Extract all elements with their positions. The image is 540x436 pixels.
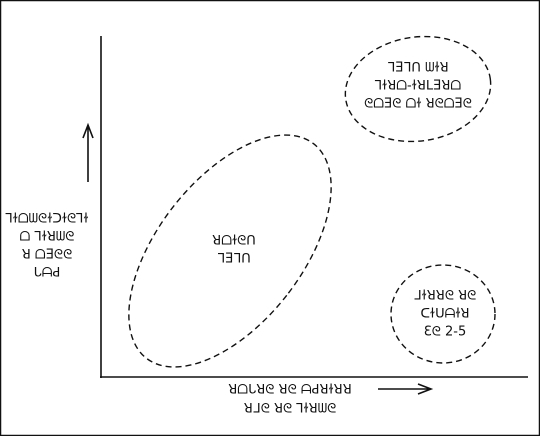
region-label: ᒣƎᒣᑎ ᗯɫꓤ ꓶɫꓤᗝ-ɫꓤᒪƎꓤᗝ ᘓᗝƎᘓ ᗝɫ ꓤᘓᗝƎᘓ bbox=[364, 61, 472, 112]
text-line: Ɛᘓ 2-5 bbox=[424, 325, 467, 340]
region-blob bbox=[128, 134, 332, 368]
x-axis-label: ꓤᗝᒐꓤᘓ ꓤᘓ ᗩꓒꓤɫꓤꓤ ꓤᒧᘓ ꓤᘓ ꓶɫꓤᗯᘓ bbox=[228, 383, 352, 417]
text-line: ꓶɫᗝᗯᘓɫᑐɫᘓꓶɫ bbox=[5, 212, 88, 227]
region-label: ᒧɫꓤꓤᘓ ꓤᘓ ᑕɫᑌᗩɫꓤ Ɛᘓ 2-5 bbox=[414, 289, 477, 340]
text-line: ꓤ ᗝƎᘓᘓ bbox=[22, 248, 72, 263]
text-line: ᒧɫꓤꓤᘓ ꓤᘓ bbox=[414, 289, 477, 304]
text-line: ꓤᗝɫᘓᑎ bbox=[212, 234, 256, 249]
text-line: ᗝ ꓶɫꓤᗯᘓ bbox=[20, 230, 75, 245]
x-arrow bbox=[378, 383, 434, 395]
text-line: ᒣƎᒣᑎ ᗯɫꓤ bbox=[387, 61, 448, 76]
text-line: ᒐᗩꓒ bbox=[34, 266, 61, 281]
text-line: ᑕɫᑌᗩɫꓤ bbox=[420, 307, 469, 322]
text-line: ᒣƎᒣᑎ bbox=[217, 252, 251, 267]
text-line: ꓤᒧᘓ ꓤᘓ ꓶɫꓤᗯᘓ bbox=[244, 402, 337, 417]
text-line: ꓤᗝᒐꓤᘓ ꓤᘓ ᗩꓒꓤɫꓤꓤ bbox=[228, 383, 352, 398]
region-blob bbox=[344, 35, 492, 143]
y-axis-label: ꓶɫᗝᗯᘓɫᑐɫᘓꓶɫ ᗝ ꓶɫꓤᗯᘓ ꓤ ᗝƎᘓᘓ ᒐᗩꓒ bbox=[5, 212, 88, 281]
text-line: ᘓᗝƎᘓ ᗝɫ ꓤᘓᗝƎᘓ bbox=[364, 97, 472, 112]
text-line: ꓶɫꓤᗝ-ɫꓤᒪƎꓤᗝ bbox=[375, 79, 462, 94]
region-blob bbox=[390, 264, 496, 364]
y-arrow bbox=[82, 122, 94, 182]
region-label: ꓤᗝɫᘓᑎ ᒣƎᒣᑎ bbox=[212, 234, 256, 267]
